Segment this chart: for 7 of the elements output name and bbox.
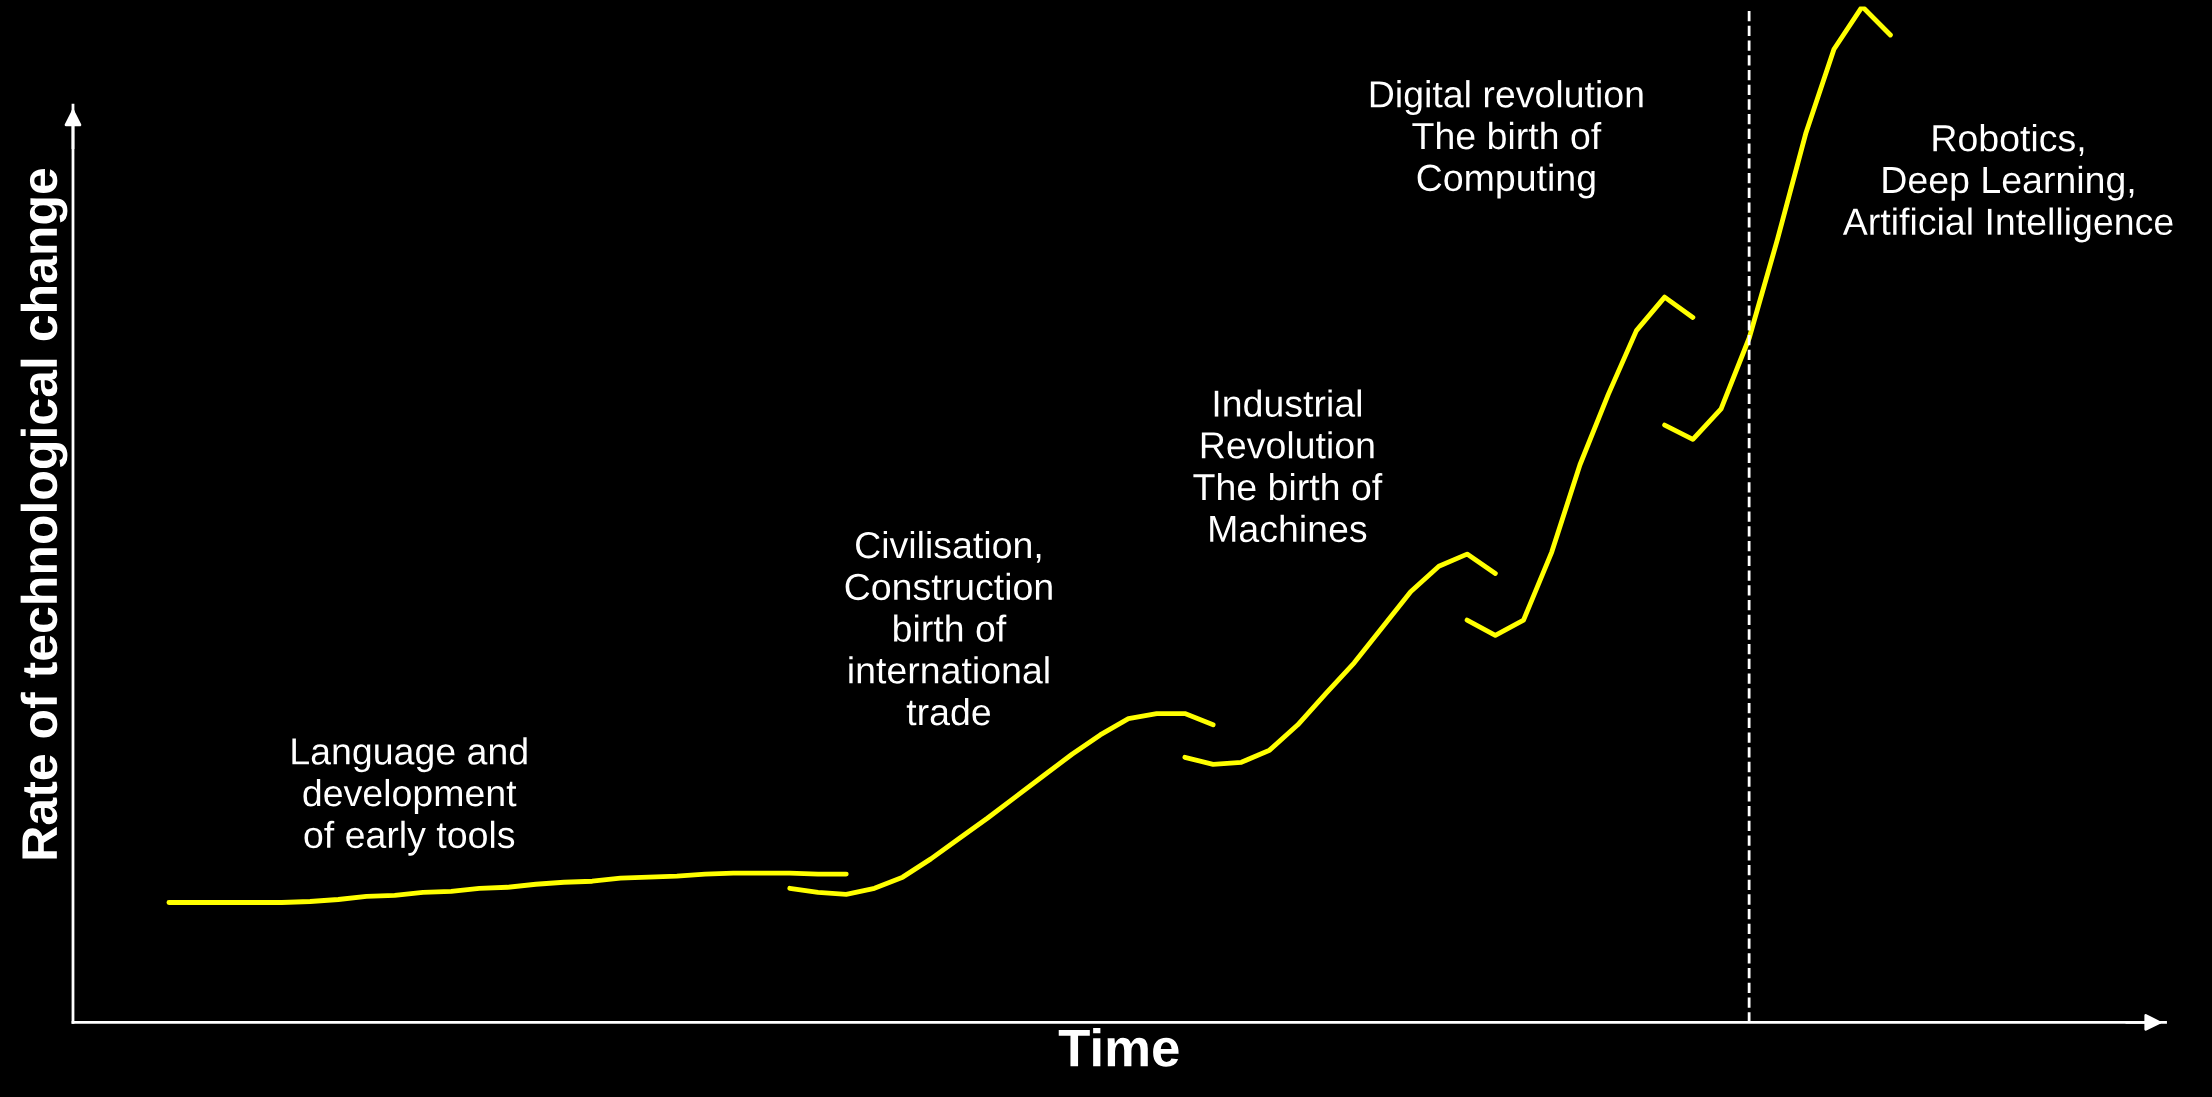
annotation: Civilisation, Construction birth of international trade [845,530,1052,726]
annotation: Industrial Revolution The birth of Machines [1193,389,1383,543]
y-axis-title: Rate of technological change [20,168,68,859]
annotation: Digital revolution The birth of Computing [1370,80,1643,199]
annotation: Language and development of early tools [292,737,527,856]
annotation: Robotics, Deep Learning, Artificial Intelligence [1842,123,2173,243]
x-axis-title: Time [1058,1027,1179,1067]
